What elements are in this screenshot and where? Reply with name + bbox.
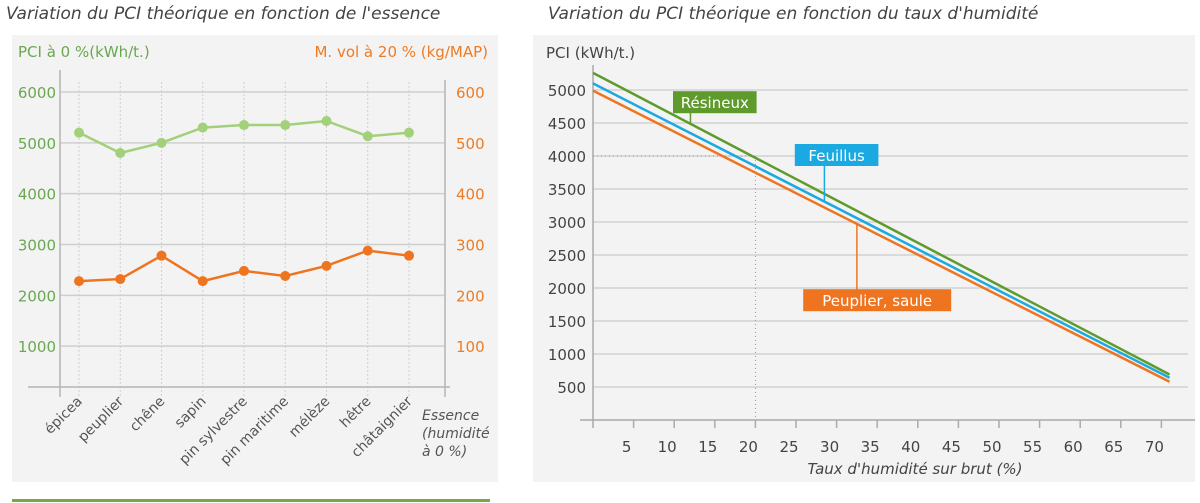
- left-chart-title: Variation du PCI théorique en fonction d…: [6, 4, 441, 24]
- data-point-right: [362, 245, 373, 256]
- data-point-left: [404, 127, 414, 138]
- data-point-left: [115, 148, 126, 158]
- y-tick-label: 1000: [548, 346, 586, 364]
- data-point-left: [321, 115, 332, 126]
- x-tick-label: 60: [1064, 438, 1083, 456]
- x-tick-label: 5: [622, 438, 632, 456]
- x-tick-label: 65: [1104, 438, 1123, 456]
- left-y-axis-label: PCI à 0 %(kWh/t.): [18, 43, 150, 61]
- y-tick-label: 500: [557, 379, 586, 397]
- y-tick-label: 1500: [548, 313, 586, 331]
- series-line: [592, 71, 1171, 376]
- x-tick-label: 50: [982, 438, 1001, 456]
- y-tick-label: 4500: [548, 115, 586, 133]
- series-label: Feuillus: [808, 147, 865, 165]
- right-y-tick-label: 400: [456, 186, 485, 204]
- x-tick-label: 25: [779, 438, 798, 456]
- left-y-tick-label: 2000: [18, 287, 56, 305]
- left-y-tick-label: 4000: [18, 186, 56, 204]
- x-tick-label: 10: [658, 438, 677, 456]
- divider: [12, 499, 490, 502]
- x-axis-label: Essence: [422, 408, 479, 424]
- data-point-left: [156, 137, 167, 148]
- y-tick-label: 5000: [548, 82, 586, 100]
- data-point-left: [197, 122, 208, 133]
- data-point-right: [156, 250, 167, 261]
- x-axis-label: (humidité: [422, 426, 490, 442]
- data-point-left: [362, 131, 373, 142]
- right-y-tick-label: 200: [456, 287, 485, 305]
- data-point-left: [239, 120, 249, 131]
- data-point-right: [197, 276, 208, 287]
- left-y-tick-label: 5000: [18, 135, 56, 153]
- data-point-right: [321, 260, 332, 271]
- series-line: [592, 82, 1171, 379]
- data-point-right: [115, 274, 126, 285]
- x-tick-label: 35: [861, 438, 880, 456]
- y-tick-label: 3000: [548, 214, 586, 232]
- right-y-tick-label: 100: [456, 338, 485, 356]
- data-point-right: [239, 265, 249, 276]
- right-chart-title: Variation du PCI théorique en fonction d…: [548, 4, 1039, 24]
- right-chart-panel: [533, 35, 1195, 482]
- y-tick-label: 2000: [548, 280, 586, 298]
- series-label: Peuplier, saule: [822, 292, 932, 310]
- y-tick-label: 3500: [548, 181, 586, 199]
- series-line: [592, 89, 1171, 383]
- x-axis-label: Taux d'humidité sur brut (%): [808, 460, 1023, 478]
- x-tick-label: 55: [1023, 438, 1042, 456]
- right-y-axis-label: M. vol à 20 % (kg/MAP): [314, 43, 488, 61]
- series-label: Résineux: [681, 94, 749, 112]
- series-label-box: [673, 91, 757, 114]
- right-y-tick-label: 500: [456, 135, 485, 153]
- left-y-tick-label: 6000: [18, 84, 56, 102]
- x-tick-label: 70: [1145, 438, 1164, 456]
- x-tick-label: 15: [698, 438, 717, 456]
- left-y-tick-label: 1000: [18, 338, 56, 356]
- data-point-left: [74, 127, 84, 138]
- x-tick-label: 40: [901, 438, 920, 456]
- data-point-left: [280, 120, 291, 131]
- y-tick-label: 4000: [548, 148, 586, 166]
- right-y-tick-label: 300: [456, 237, 485, 255]
- x-axis-label: à 0 %): [422, 444, 467, 460]
- y-axis-label: PCI (kWh/t.): [546, 44, 635, 62]
- series-label-box: [803, 289, 952, 312]
- x-tick-label: 45: [942, 438, 961, 456]
- x-tick-label: 30: [820, 438, 839, 456]
- data-point-right: [74, 276, 84, 287]
- right-y-tick-label: 600: [456, 84, 485, 102]
- data-point-right: [404, 250, 414, 261]
- y-tick-label: 2500: [548, 247, 586, 265]
- series-label-box: [794, 144, 879, 166]
- data-point-right: [280, 271, 291, 282]
- left-chart-panel: [12, 35, 498, 482]
- x-tick-label: 20: [739, 438, 758, 456]
- left-y-tick-label: 3000: [18, 237, 56, 255]
